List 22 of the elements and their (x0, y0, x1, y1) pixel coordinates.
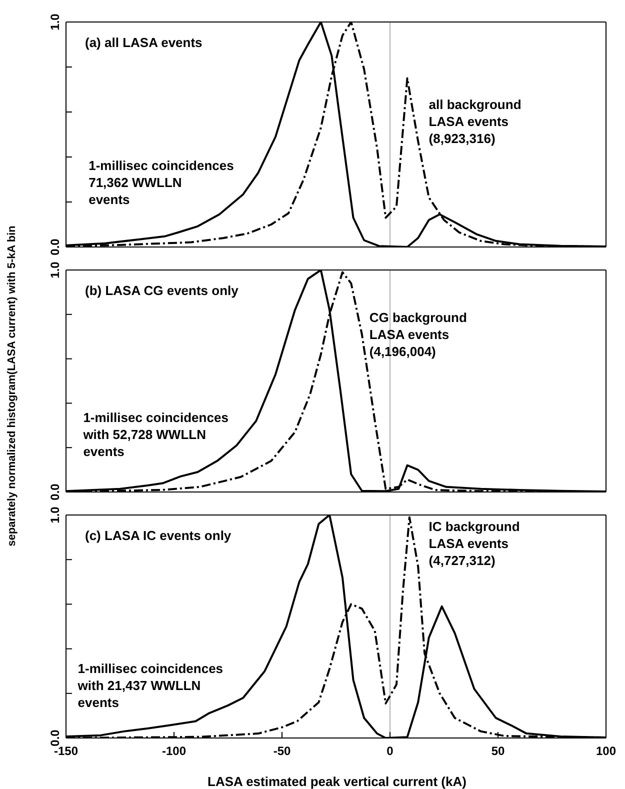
y-tick-label: 0.0 (48, 729, 62, 746)
y-tick-label: 0.0 (48, 238, 62, 256)
x-tick-label: 0 (386, 744, 394, 758)
x-tick-label: 100 (596, 744, 616, 758)
y-tick-label: 1.0 (48, 13, 62, 30)
y-tick-label: 1.0 (48, 261, 62, 278)
text: (b) LASA CG events only (85, 283, 238, 298)
series-label: CG background LASA events (4,196,004) (369, 309, 467, 360)
x-tick-label: 50 (491, 744, 505, 758)
y-tick-label: 1.0 (48, 506, 62, 524)
series-label: 1-millisec coincidences with 52,728 WWLLN events (83, 409, 228, 460)
series-label: 1-millisec coincidences 71,362 WWLLN events (88, 156, 234, 208)
series-label: 1-millisec coincidences with 21,437 WWLLN events (78, 660, 224, 711)
y-tick-label: 0.0 (48, 483, 62, 500)
text: (a) all LASA events (85, 35, 202, 50)
x-tick-label: -100 (162, 744, 186, 758)
series-label: all background LASA events (8,923,316) (428, 96, 522, 147)
x-axis-title: LASA estimated peak vertical current (kA) (206, 774, 468, 789)
series-label: IC background LASA events (4,727,312) (428, 518, 520, 570)
text: (c) LASA IC events only (85, 528, 232, 543)
x-tick-label: -50 (273, 744, 291, 758)
y-axis-title: separately normalized histogram(LASA current) with 5-kA bin (6, 226, 18, 546)
